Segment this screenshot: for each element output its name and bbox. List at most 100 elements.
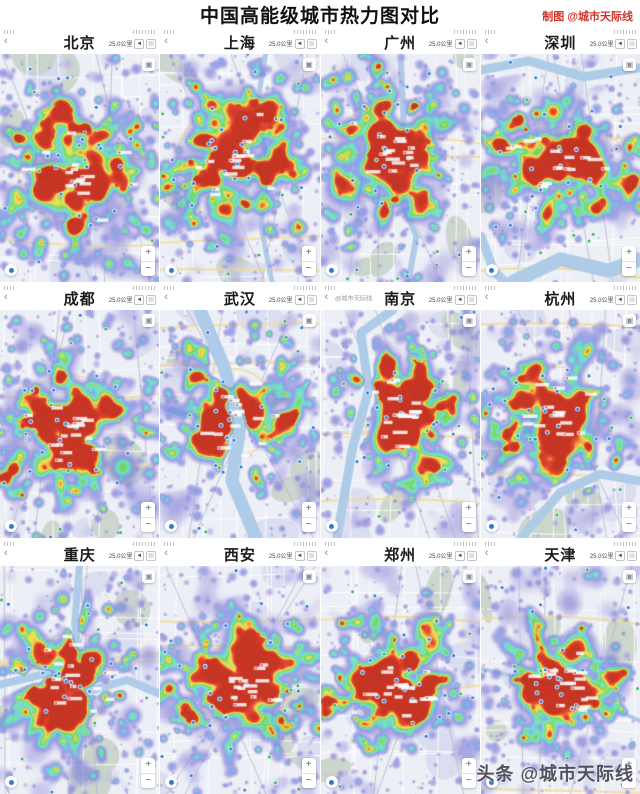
zoom-out-button[interactable]: − [305,262,312,274]
back-chevron-icon[interactable]: ‹ [484,291,489,303]
back-chevron-icon[interactable]: ‹ [4,35,8,47]
zoom-in-button[interactable]: + [465,759,472,771]
locate-arrow-button[interactable]: ◄ [134,550,145,561]
zoom-in-button[interactable]: + [626,503,632,515]
zoom-out-button[interactable]: − [626,518,632,530]
compass-button[interactable] [485,264,498,276]
zoom-in-button[interactable]: + [626,759,632,771]
layers-button[interactable]: ▤ [466,38,477,49]
map-tool-button[interactable]: ▣ [302,570,316,583]
zoom-out-button[interactable]: − [626,774,632,786]
map-tool-button[interactable]: ▣ [462,58,476,71]
compass-button[interactable] [325,776,338,788]
locate-arrow-button[interactable]: ◄ [294,294,305,305]
layers-button[interactable]: ▤ [627,38,637,49]
back-chevron-icon[interactable]: ‹ [164,291,168,303]
zoom-out-button[interactable]: − [145,518,152,530]
layers-button[interactable]: ▤ [306,294,317,305]
heatmap-canvas[interactable] [320,310,480,538]
zoom-in-button[interactable]: + [145,247,152,259]
heatmap-canvas[interactable] [160,566,320,794]
compass-button[interactable] [485,776,498,788]
map-tool-button[interactable]: ▣ [462,314,476,327]
heatmap-canvas[interactable] [0,566,160,794]
map-tool-button[interactable]: ▣ [142,58,156,71]
locate-arrow-button[interactable]: ◄ [454,550,465,561]
zoom-out-button[interactable]: − [305,774,312,786]
map-tool-button[interactable]: ▣ [142,314,156,327]
compass-button[interactable] [5,776,17,788]
locate-arrow-button[interactable]: ◄ [294,38,305,49]
scale-label: 25.0公里 [589,553,613,560]
back-chevron-icon[interactable]: ‹ [4,547,8,559]
zoom-out-button[interactable]: − [626,262,632,274]
locate-arrow-button[interactable]: ◄ [134,38,145,49]
heatmap-canvas[interactable] [160,54,320,282]
zoom-in-button[interactable]: + [465,503,472,515]
locate-arrow-button[interactable]: ◄ [615,294,625,305]
back-chevron-icon[interactable]: ‹ [484,547,489,559]
heatmap-canvas[interactable] [480,310,640,538]
layers-button[interactable]: ▤ [146,38,157,49]
heatmap-canvas[interactable] [160,310,320,538]
zoom-out-button[interactable]: − [465,774,472,786]
back-chevron-icon[interactable]: ‹ [484,35,489,47]
locate-arrow-button[interactable]: ◄ [454,38,465,49]
map-tool-button[interactable]: ▣ [302,314,316,327]
compass-button[interactable] [485,520,498,532]
layers-button[interactable]: ▤ [146,294,157,305]
zoom-out-button[interactable]: − [145,262,152,274]
back-chevron-icon[interactable]: ‹ [164,35,168,47]
compass-button[interactable] [165,520,178,532]
back-chevron-icon[interactable]: ‹ [324,291,329,303]
map-tool-button[interactable]: ▣ [623,314,636,327]
back-chevron-icon[interactable]: ‹ [324,35,329,47]
layers-button[interactable]: ▤ [306,38,317,49]
heatmap-canvas[interactable] [0,54,160,282]
heatmap-canvas[interactable] [320,566,480,794]
zoom-in-button[interactable]: + [145,759,152,771]
heatmap-canvas[interactable] [320,54,480,282]
back-chevron-icon[interactable]: ‹ [324,547,329,559]
zoom-out-button[interactable]: − [465,518,472,530]
compass-button[interactable] [165,776,178,788]
compass-button[interactable] [5,520,17,532]
layers-button[interactable]: ▤ [627,294,637,305]
zoom-out-button[interactable]: − [465,262,472,274]
map-tool-button[interactable]: ▣ [623,58,636,71]
city-map-cell: ‹ 重庆 25.0公里 ◄ ▤ ▣ + − [0,540,160,794]
map-tool-button[interactable]: ▣ [462,570,476,583]
zoom-in-button[interactable]: + [305,503,312,515]
layers-button[interactable]: ▤ [627,550,637,561]
map-tool-button[interactable]: ▣ [142,570,156,583]
locate-arrow-button[interactable]: ◄ [294,550,305,561]
locate-arrow-button[interactable]: ◄ [615,550,625,561]
compass-needle-icon [489,523,495,529]
back-chevron-icon[interactable]: ‹ [4,291,8,303]
layers-button[interactable]: ▤ [306,550,317,561]
zoom-in-button[interactable]: + [465,247,472,259]
compass-needle-icon [329,267,334,273]
zoom-in-button[interactable]: + [626,247,632,259]
layers-button[interactable]: ▤ [466,294,477,305]
heatmap-canvas[interactable] [480,566,640,794]
compass-button[interactable] [165,264,178,276]
heatmap-canvas[interactable] [0,310,160,538]
compass-button[interactable] [325,520,338,532]
locate-arrow-button[interactable]: ◄ [134,294,145,305]
back-chevron-icon[interactable]: ‹ [164,547,168,559]
zoom-in-button[interactable]: + [145,503,152,515]
locate-arrow-button[interactable]: ◄ [454,294,465,305]
compass-button[interactable] [325,264,338,276]
zoom-out-button[interactable]: − [145,774,152,786]
compass-button[interactable] [5,264,17,276]
map-tool-button[interactable]: ▣ [623,570,636,583]
zoom-out-button[interactable]: − [305,518,312,530]
zoom-in-button[interactable]: + [305,247,312,259]
zoom-in-button[interactable]: + [305,759,312,771]
map-tool-button[interactable]: ▣ [302,58,316,71]
layers-button[interactable]: ▤ [146,550,157,561]
layers-button[interactable]: ▤ [466,550,477,561]
locate-arrow-button[interactable]: ◄ [615,38,625,49]
heatmap-canvas[interactable] [480,54,640,282]
